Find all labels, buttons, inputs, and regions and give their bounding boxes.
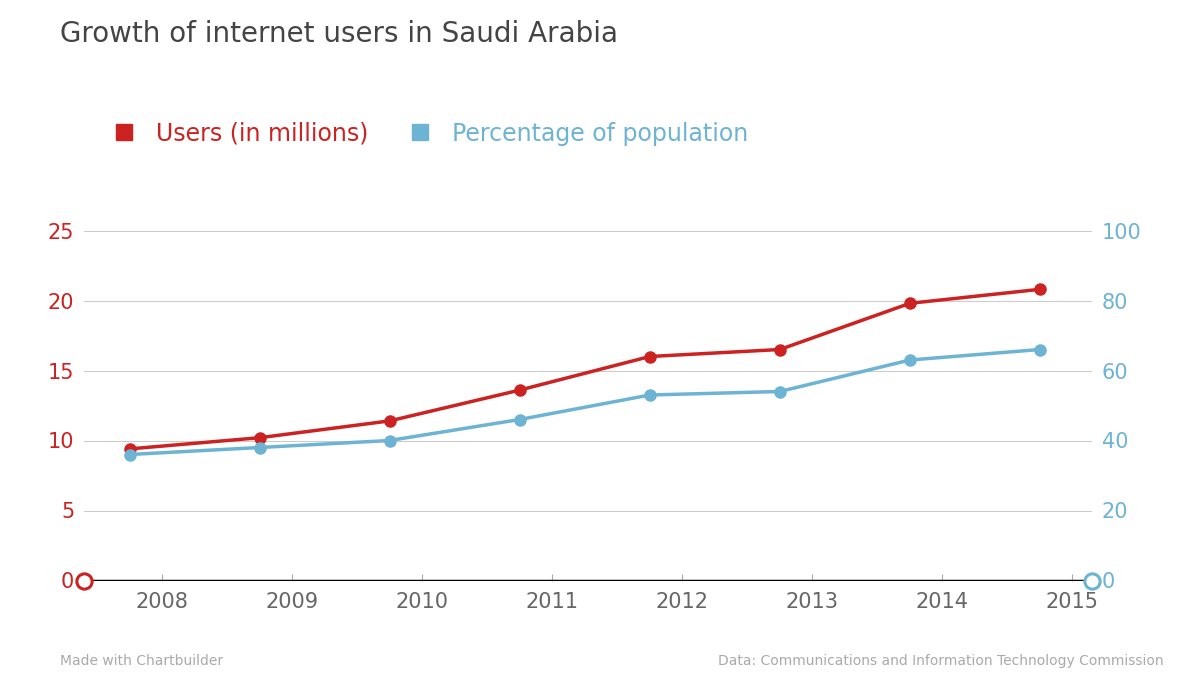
Text: Made with Chartbuilder: Made with Chartbuilder xyxy=(60,654,223,668)
Text: Data: Communications and Information Technology Commission: Data: Communications and Information Tec… xyxy=(719,654,1164,668)
Legend: Users (in millions), Percentage of population: Users (in millions), Percentage of popul… xyxy=(91,112,757,155)
Text: Growth of internet users in Saudi Arabia: Growth of internet users in Saudi Arabia xyxy=(60,20,618,48)
